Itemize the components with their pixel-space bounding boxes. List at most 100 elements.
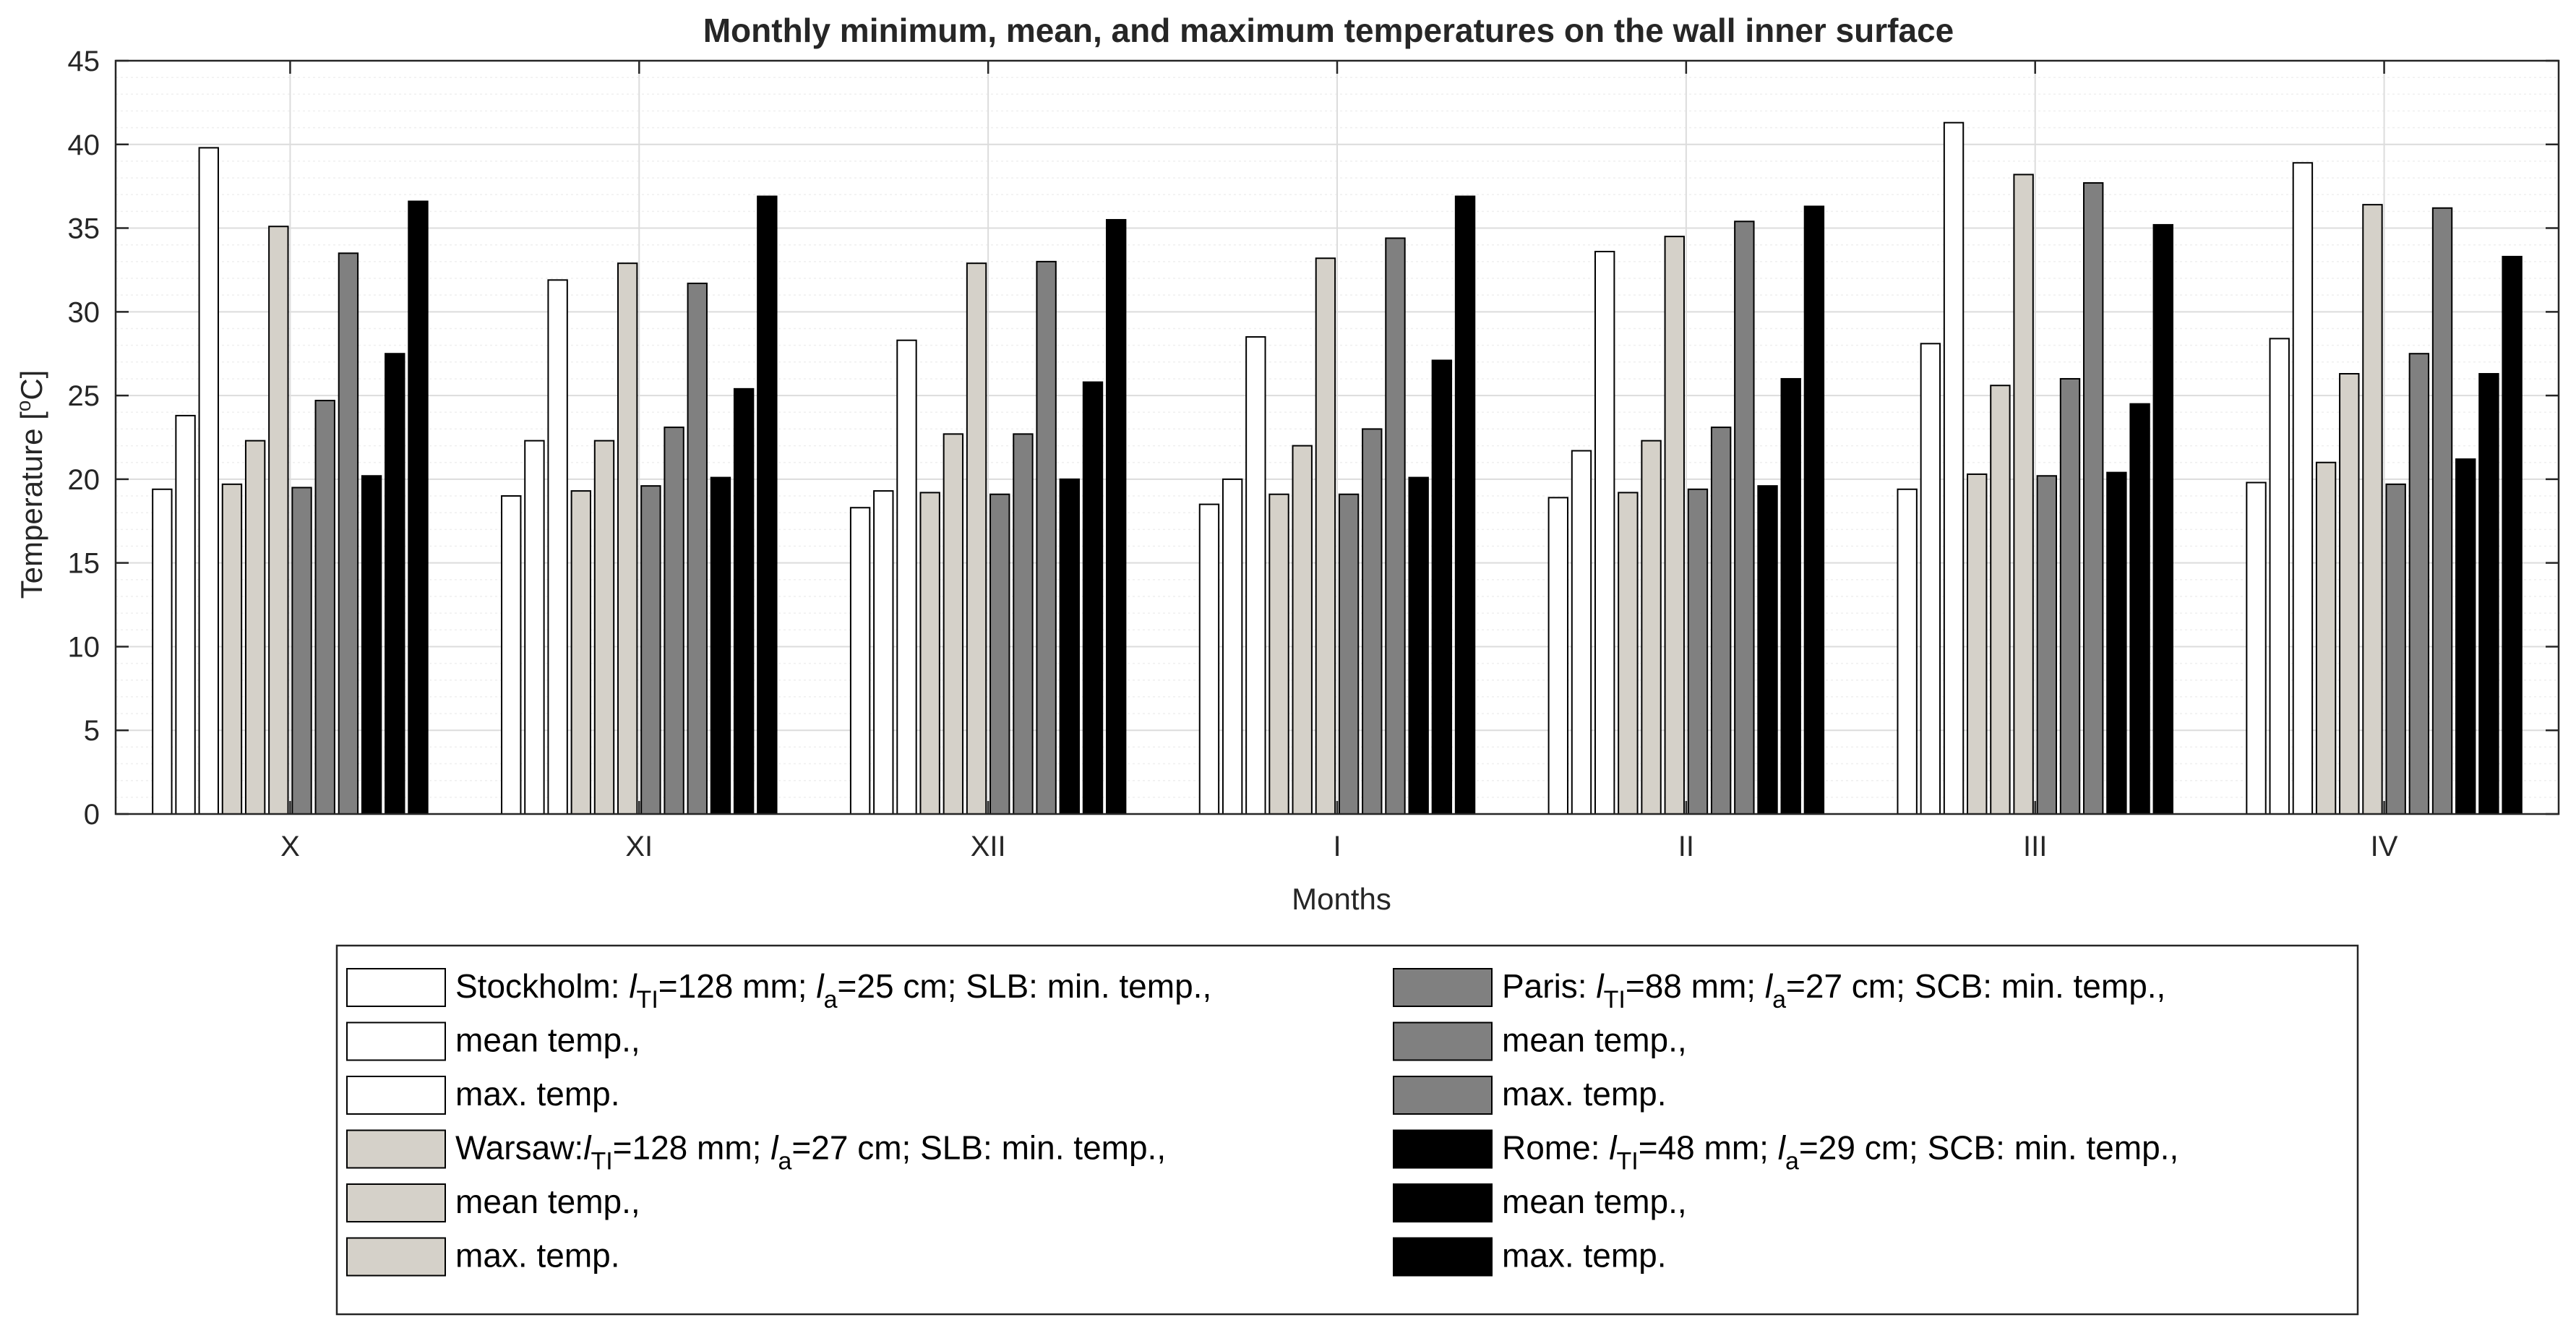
- bar: [640, 485, 661, 815]
- bar: [1757, 485, 1778, 815]
- bar: [221, 483, 243, 815]
- legend-label-part: l: [629, 967, 637, 1005]
- bar: [1385, 237, 1406, 815]
- bar: [1245, 336, 1266, 815]
- legend-label: Paris: lTI=88 mm; la=27 cm; SCB: min. te…: [1502, 967, 2165, 1014]
- legend-label-part: mean temp.,: [455, 1021, 640, 1059]
- bar: [198, 147, 219, 815]
- bar: [2502, 255, 2523, 815]
- bar: [1967, 473, 1988, 815]
- bar: [1454, 195, 1476, 815]
- bar: [1315, 257, 1336, 815]
- legend-label-part: Stockholm:: [455, 967, 629, 1005]
- bar: [593, 440, 615, 815]
- bar: [1990, 385, 2011, 815]
- y-axis-label-superscript: o: [12, 400, 35, 412]
- bars-layer: [152, 121, 2523, 815]
- legend-box: [335, 944, 2359, 1316]
- bar: [570, 490, 592, 815]
- legend-label-part: =27 cm; SCB: min. temp.,: [1786, 967, 2165, 1005]
- bar: [501, 495, 522, 815]
- bar: [2431, 207, 2453, 815]
- legend-label: max. temp.: [455, 1237, 620, 1275]
- bar: [1362, 428, 1383, 815]
- bar: [2292, 162, 2314, 815]
- legend-swatch: [1393, 1021, 1493, 1061]
- bar: [2385, 483, 2406, 815]
- bar: [2036, 475, 2058, 815]
- legend-swatch: [1393, 1129, 1493, 1169]
- bar: [2152, 223, 2173, 815]
- x-tick-label: II: [1678, 831, 1694, 862]
- bar: [2362, 204, 2383, 815]
- y-tick-label: 0: [84, 799, 100, 831]
- bar: [291, 487, 312, 815]
- legend-label-part: =88 mm;: [1626, 967, 1765, 1005]
- x-axis-label: Months: [1292, 882, 1391, 916]
- legend-label-part: =29 cm; SCB: min. temp.,: [1799, 1129, 2178, 1167]
- bar: [1571, 450, 1592, 815]
- legend-label-part: l: [770, 1129, 779, 1167]
- x-tick-label: X: [280, 831, 300, 862]
- bar: [1734, 220, 1755, 815]
- bar: [1082, 381, 1104, 815]
- legend-label-part: l: [1778, 1129, 1787, 1167]
- bar: [1013, 433, 1034, 815]
- bar: [989, 493, 1010, 815]
- legend-label-part: l: [583, 1129, 592, 1167]
- legend-label-part: max. temp.: [455, 1075, 620, 1113]
- legend-label: mean temp.,: [455, 1183, 640, 1220]
- bar: [1664, 236, 1685, 815]
- legend-label: Stockholm: lTI=128 mm; la=25 cm; SLB: mi…: [455, 967, 1211, 1014]
- legend-label-part: a: [1785, 1148, 1799, 1175]
- legend-label-part: l: [816, 967, 825, 1005]
- bar: [1105, 218, 1127, 815]
- legend-label: Rome: lTI=48 mm; la=29 cm; SCB: min. tem…: [1502, 1129, 2178, 1175]
- y-axis-label-unit: C]: [14, 370, 48, 400]
- legend-label-part: =128 mm;: [658, 967, 817, 1005]
- y-axis-label-main: Temperature [: [14, 411, 48, 599]
- legend-label: max. temp.: [1502, 1237, 1667, 1275]
- bar: [896, 339, 917, 815]
- bar: [966, 262, 987, 815]
- bar: [408, 200, 429, 815]
- legend-label-part: a: [824, 986, 838, 1014]
- bar: [1803, 205, 1825, 815]
- bar: [1547, 497, 1569, 815]
- bar: [687, 282, 708, 815]
- legend-label: max. temp.: [1502, 1075, 1667, 1113]
- bar: [1710, 427, 1732, 815]
- bar: [943, 433, 964, 815]
- bar: [2339, 373, 2360, 815]
- legend-swatch: [1393, 1076, 1493, 1115]
- y-tick-label: 25: [68, 380, 100, 412]
- bar: [849, 507, 871, 815]
- bar: [547, 279, 568, 815]
- legend-swatch: [346, 1076, 446, 1115]
- bar: [1198, 503, 1220, 815]
- legend-swatch: [346, 1183, 446, 1222]
- bar: [2408, 353, 2430, 815]
- legend-label: max. temp.: [455, 1075, 620, 1113]
- legend-label-part: max. temp.: [1502, 1237, 1667, 1275]
- y-tick-label: 20: [68, 464, 100, 496]
- bar: [524, 440, 545, 815]
- legend-swatch: [346, 1237, 446, 1277]
- legend: Stockholm: lTI=128 mm; la=25 cm; SLB: mi…: [335, 944, 2359, 1316]
- bar: [2315, 461, 2337, 815]
- legend-label-part: a: [1772, 986, 1786, 1014]
- legend-label-part: TI: [1604, 986, 1626, 1014]
- bar: [1618, 492, 1639, 815]
- bar: [1222, 478, 1243, 815]
- y-axis-label: Temperature [oC]: [12, 370, 48, 599]
- legend-label-part: Warsaw:: [455, 1129, 583, 1167]
- legend-label: mean temp.,: [455, 1021, 640, 1059]
- bar: [244, 440, 266, 815]
- bar: [1408, 476, 1429, 815]
- x-tick-label: III: [2023, 831, 2047, 862]
- bar: [2269, 338, 2290, 815]
- bar: [2059, 377, 2081, 815]
- bar: [733, 387, 755, 815]
- y-tick-label: 35: [68, 213, 100, 245]
- legend-label: mean temp.,: [1502, 1021, 1687, 1059]
